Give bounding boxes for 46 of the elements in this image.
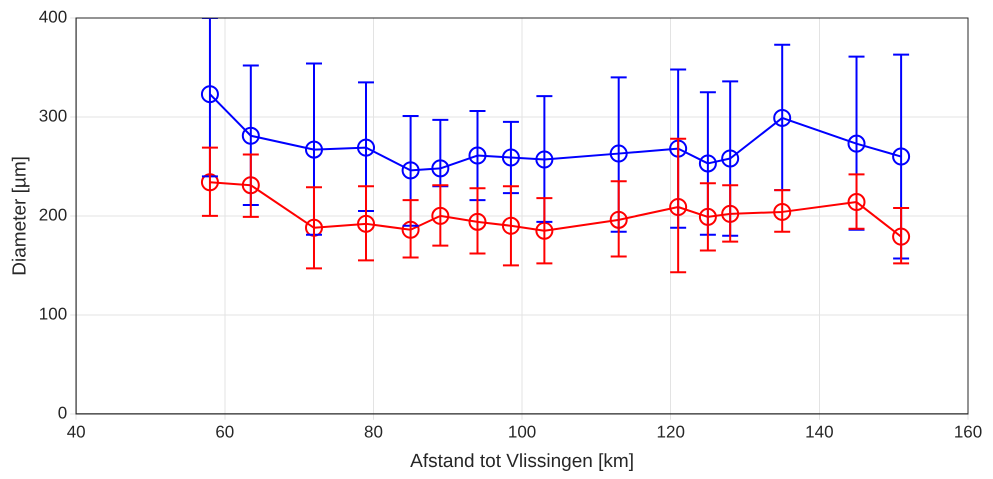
point [669, 140, 688, 158]
x-tick-label: 80 [364, 422, 383, 442]
x-tick-label: 40 [66, 422, 86, 442]
point [357, 214, 376, 233]
point [242, 126, 260, 145]
point [242, 176, 260, 194]
x-axis-title: Afstand tot Vlissingen [km] [410, 450, 634, 472]
x-tick-label: 140 [805, 422, 834, 442]
point [402, 220, 420, 239]
point [535, 222, 554, 240]
point [402, 161, 420, 180]
x-tick-label: 160 [954, 422, 982, 442]
point [848, 134, 866, 153]
x-tick-label: 100 [508, 422, 536, 442]
point [610, 144, 628, 163]
point [848, 193, 866, 212]
point [773, 108, 792, 127]
point [304, 218, 323, 237]
point [669, 198, 688, 216]
point [892, 228, 910, 246]
point [200, 85, 219, 104]
point [468, 212, 486, 231]
point [502, 216, 520, 235]
point [698, 208, 717, 226]
y-tick-label: 300 [38, 106, 68, 126]
point [721, 204, 740, 223]
y-tick-label: 0 [58, 403, 68, 422]
y-axis-title: Diameter [µm] [10, 156, 31, 276]
point [431, 206, 450, 225]
point [304, 140, 323, 159]
point [721, 150, 740, 168]
point [502, 148, 520, 167]
y-tick-label: 100 [38, 304, 68, 324]
x-tick-label: 60 [215, 422, 234, 442]
point [431, 159, 450, 178]
point [773, 202, 792, 221]
y-tick-label: 400 [38, 8, 68, 27]
point [200, 173, 219, 192]
point [610, 210, 628, 229]
point [698, 154, 717, 172]
point [535, 150, 554, 168]
point [357, 138, 376, 157]
point [468, 146, 486, 165]
point [892, 148, 910, 166]
x-tick-label: 120 [656, 422, 685, 442]
y-tick-label: 200 [38, 206, 68, 225]
